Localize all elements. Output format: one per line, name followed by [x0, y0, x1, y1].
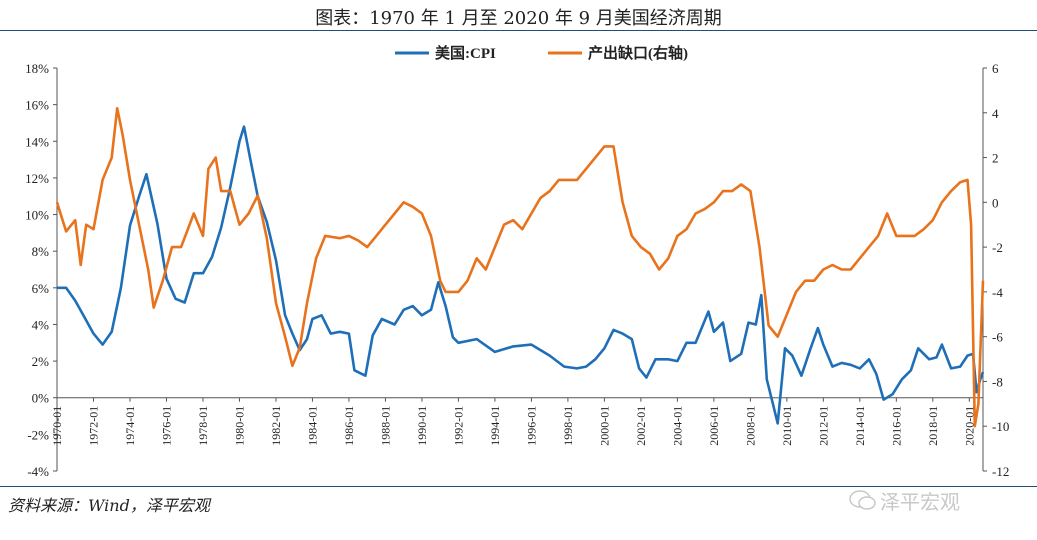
legend-label-cpi: 美国:CPI	[435, 44, 496, 62]
x-tick-label: 2006-01	[707, 406, 721, 446]
left-tick-label: 2%	[32, 354, 50, 369]
left-tick-label: 4%	[32, 317, 50, 332]
x-tick-label: 1976-01	[159, 406, 173, 446]
left-tick-label: 16%	[25, 98, 49, 113]
chart-title: 图表：1970 年 1 月至 2020 年 9 月美国经济周期	[315, 8, 722, 29]
x-tick-label: 1990-01	[415, 406, 429, 446]
left-tick-label: 12%	[25, 171, 49, 186]
x-tick-label: 1998-01	[561, 406, 575, 446]
legend: 美国:CPI 产出缺口(右轴)	[395, 44, 688, 62]
left-tick-label: -4%	[27, 464, 49, 479]
x-tick-label: 1988-01	[378, 406, 392, 446]
x-tick-label: 1994-01	[488, 406, 502, 446]
right-tick-label: -10	[992, 419, 1009, 434]
watermark: 泽平宏观	[880, 490, 960, 514]
x-tick-label: 1982-01	[269, 406, 283, 446]
legend-label-gap: 产出缺口(右轴)	[588, 44, 688, 62]
left-tick-label: 10%	[25, 208, 49, 223]
left-tick-label: 6%	[32, 281, 50, 296]
left-tick-label: 0%	[32, 391, 50, 406]
x-tick-label: 1980-01	[232, 406, 246, 446]
axes: -4% -2% 0% 2% 4% 6% 8% 10% 12% 14% 16% 18% -12 -10 -8 -…	[25, 61, 1009, 479]
x-tick-label: 1986-01	[342, 406, 356, 446]
cpi-series-line	[57, 125, 985, 425]
left-tick-label: -2%	[27, 427, 49, 442]
x-tick-label: 1970-01	[50, 406, 64, 446]
wechat-icon	[849, 490, 876, 510]
x-tick-label: 2012-01	[816, 406, 830, 446]
x-tick-label: 2008-01	[743, 406, 757, 446]
x-tick-label: 2014-01	[853, 406, 867, 446]
right-tick-label: 6	[992, 61, 999, 76]
source-note: 资料来源：Wind，泽平宏观	[8, 496, 210, 515]
right-tick-label: -6	[992, 330, 1003, 345]
line-chart: 美国:CPI 产出缺口(右轴) -4% -2% 0% 2% 4% 6% 8% 10% 12% 14%…	[25, 44, 1009, 479]
right-tick-label: 2	[992, 151, 999, 166]
x-tick-label: 2010-01	[780, 406, 794, 446]
x-tick-label: 1996-01	[524, 406, 538, 446]
left-tick-label: 8%	[32, 244, 50, 259]
right-tick-label: -12	[992, 464, 1009, 479]
x-tick-label: 2018-01	[926, 406, 940, 446]
x-tick-label: 2020-01	[962, 406, 976, 446]
right-tick-label: -8	[992, 374, 1003, 389]
x-tick-label: 1978-01	[196, 406, 210, 446]
bottom-rule	[0, 486, 1037, 487]
x-tick-label: 1984-01	[305, 406, 319, 446]
x-tick-label: 1972-01	[86, 406, 100, 446]
right-tick-label: -4	[992, 285, 1003, 300]
x-tick-label: 1974-01	[123, 406, 137, 446]
x-tick-label: 1992-01	[451, 406, 465, 446]
left-tick-label: 14%	[25, 134, 49, 149]
x-tick-label: 2016-01	[889, 406, 903, 446]
left-tick-label: 18%	[25, 61, 49, 76]
right-tick-label: -2	[992, 240, 1003, 255]
x-tick-label: 2004-01	[670, 406, 684, 446]
top-rule	[0, 30, 1037, 31]
x-tick-label: 2002-01	[634, 406, 648, 446]
series-lines	[55, 107, 985, 428]
right-tick-label: 0	[992, 195, 999, 210]
x-tick-label: 2000-01	[597, 406, 611, 446]
output-gap-series-line	[55, 107, 985, 428]
right-tick-label: 4	[992, 106, 999, 121]
